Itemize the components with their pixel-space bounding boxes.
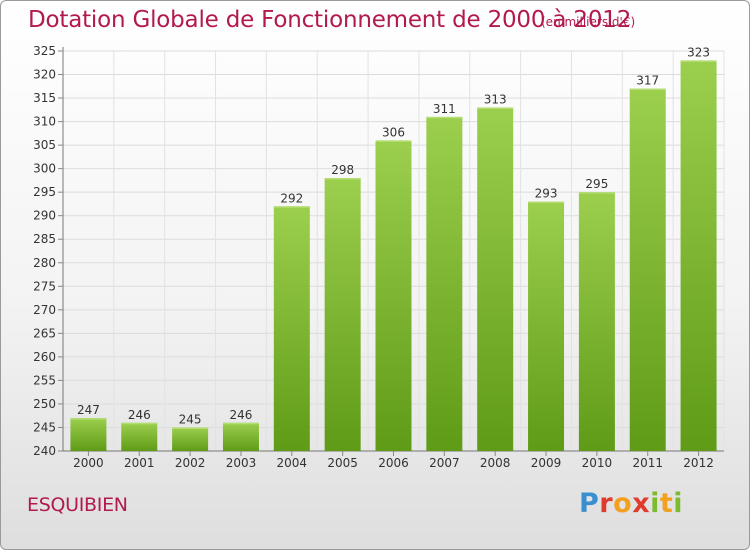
data-labels: 247 246 245 246 292 298 306 311 313 293 295 317 323 [77, 45, 710, 426]
bar-highlight [578, 192, 615, 194]
bar-highlight [222, 422, 259, 425]
bar-highlight [477, 107, 514, 109]
bar-2004 [273, 206, 310, 451]
y-tick-label: 240 [33, 444, 56, 458]
y-tick-label: 315 [33, 91, 56, 105]
bar-2007 [426, 116, 463, 451]
logo-letter: o [613, 488, 633, 519]
bar-2000 [70, 418, 107, 451]
bar-2001 [121, 422, 158, 451]
y-tick-label: 255 [33, 373, 56, 387]
bar-highlight [680, 60, 717, 62]
y-tick-label: 325 [33, 44, 56, 58]
x-tick-label: 2011 [632, 456, 663, 470]
y-tick-label: 300 [33, 162, 56, 176]
x-tick-label: 2002 [175, 456, 206, 470]
data-label: 246 [128, 408, 151, 422]
bar-highlight [121, 422, 158, 425]
data-label: 293 [535, 187, 558, 201]
chart-title: Dotation Globale de Fonctionnement de 20… [28, 7, 632, 33]
y-tick-label: 290 [33, 209, 56, 223]
data-label: 311 [433, 102, 456, 116]
data-label: 245 [179, 412, 202, 426]
bar-2003 [222, 422, 259, 451]
logo-letter: P [579, 488, 600, 519]
x-tick-label: 2005 [327, 456, 358, 470]
logo-letter: r [599, 488, 614, 519]
bar-highlight [70, 418, 107, 420]
bar-2005 [324, 178, 361, 451]
x-tick-label: 2007 [429, 456, 460, 470]
x-tick-label: 2009 [531, 456, 562, 470]
bar-2010 [578, 192, 615, 452]
bar-highlight [426, 116, 463, 119]
y-tick-label: 270 [33, 303, 56, 317]
logo-letter: x [632, 488, 651, 519]
x-tick-label: 2003 [226, 456, 257, 470]
y-tick-label: 265 [33, 326, 56, 340]
x-tick-label: 2000 [73, 456, 104, 470]
y-tick-label: 250 [33, 397, 56, 411]
chart-subtitle: (en milliers d'€) [541, 15, 636, 29]
x-tick-label: 2004 [277, 456, 308, 470]
proxiti-logo[interactable]: Proxiti [579, 488, 683, 519]
y-tick-label: 260 [33, 350, 56, 364]
bar-2011 [629, 88, 666, 451]
y-tick-label: 280 [33, 256, 56, 270]
y-axis-ticks: 240 245 250 255 260 265 270 275 280 285 290 295 300 3… [33, 44, 63, 458]
logo-letter: t [659, 488, 674, 519]
data-label: 246 [230, 408, 253, 422]
bar-highlight [629, 88, 666, 91]
bar-2002 [172, 427, 209, 451]
logo-letter: i [650, 488, 660, 519]
place-name: ESQUIBIEN [27, 494, 128, 516]
y-tick-label: 320 [33, 68, 56, 82]
data-label: 317 [636, 74, 659, 88]
bar-highlight [528, 201, 565, 204]
y-tick-label: 305 [33, 138, 56, 152]
data-label: 292 [280, 191, 303, 205]
y-tick-label: 245 [33, 420, 56, 434]
bar-2008 [477, 107, 514, 452]
y-tick-label: 295 [33, 185, 56, 199]
y-tick-label: 275 [33, 279, 56, 293]
x-tick-label: 2012 [683, 456, 714, 470]
bar-2006 [375, 140, 412, 452]
data-label: 247 [77, 403, 100, 417]
x-tick-label: 2006 [378, 456, 409, 470]
y-tick-label: 310 [33, 115, 56, 129]
y-tick-label: 285 [33, 232, 56, 246]
bar-2009 [528, 201, 565, 451]
bar-2012 [680, 60, 717, 451]
x-tick-label: 2008 [480, 456, 511, 470]
bar-highlight [172, 427, 209, 429]
data-label: 298 [331, 163, 354, 177]
bar-highlight [375, 140, 412, 142]
bar-highlight [324, 178, 361, 180]
x-tick-label: 2010 [582, 456, 613, 470]
x-tick-label: 2001 [124, 456, 155, 470]
data-label: 295 [585, 177, 608, 191]
data-label: 306 [382, 125, 405, 139]
x-axis-ticks: 2000 2001 2002 2003 2004 2005 2006 2007 2008 2009… [73, 451, 714, 470]
data-label: 313 [484, 92, 507, 106]
bars [70, 60, 717, 452]
data-label: 323 [687, 45, 710, 59]
logo-letter: i [673, 488, 684, 519]
bar-highlight [273, 206, 310, 208]
